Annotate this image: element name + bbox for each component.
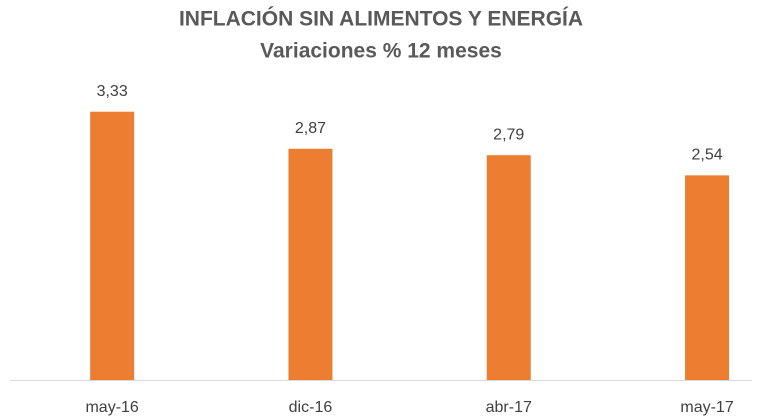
- bar: [685, 175, 730, 380]
- data-label: 3,33: [97, 83, 128, 100]
- x-tick-label: may-17: [680, 399, 733, 416]
- x-tick-label: abr-17: [486, 399, 532, 416]
- data-label: 2,79: [493, 126, 524, 143]
- bar: [90, 111, 135, 380]
- data-label: 2,87: [295, 120, 326, 137]
- data-label: 2,54: [691, 147, 722, 164]
- x-tick-label: may-16: [85, 399, 138, 416]
- chart-subtitle: Variaciones % 12 meses: [260, 40, 502, 63]
- x-tick-label: dic-16: [289, 399, 333, 416]
- bar: [288, 148, 333, 380]
- bar: [486, 155, 531, 380]
- chart-title: INFLACIÓN SIN ALIMENTOS Y ENERGÍA: [179, 7, 583, 31]
